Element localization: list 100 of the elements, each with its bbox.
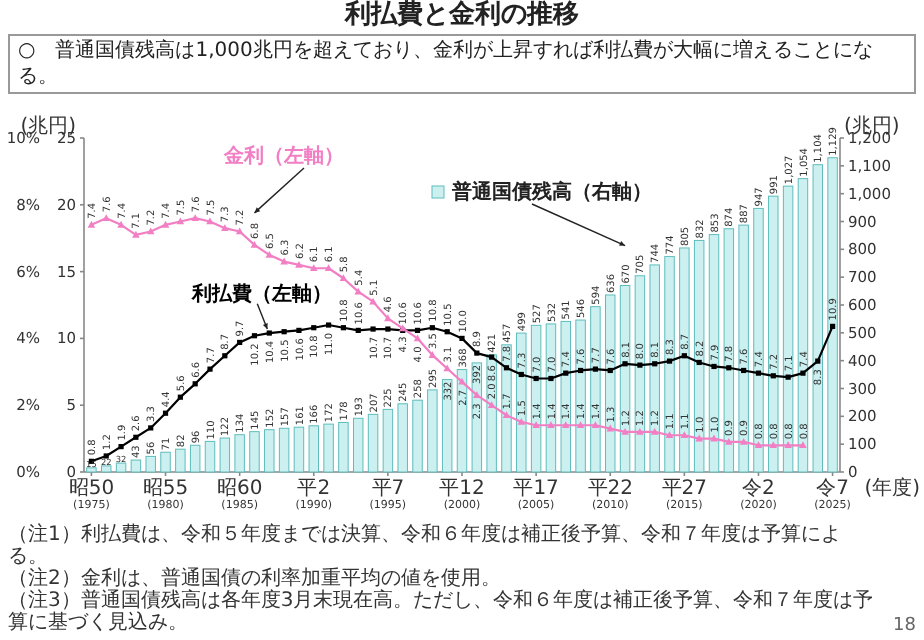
- point: [473, 391, 481, 398]
- bar: [249, 431, 260, 473]
- point: [191, 214, 199, 221]
- bar: [708, 234, 720, 473]
- bar: [100, 465, 112, 473]
- point: [592, 366, 599, 372]
- point: [755, 370, 762, 376]
- point: [311, 325, 317, 331]
- point: [547, 421, 555, 429]
- point: [384, 314, 392, 322]
- bar: [827, 157, 838, 473]
- bar: [797, 178, 809, 473]
- bar: [530, 324, 542, 473]
- point: [295, 260, 303, 268]
- point: [696, 359, 702, 366]
- point: [665, 431, 674, 439]
- bar: [204, 440, 216, 473]
- bar: [412, 399, 423, 473]
- point: [725, 437, 733, 445]
- point: [548, 375, 554, 382]
- point: [681, 353, 687, 359]
- point: [710, 434, 718, 442]
- bar: [441, 379, 453, 473]
- bar: [278, 427, 290, 473]
- point: [591, 421, 600, 429]
- bar: [352, 417, 364, 473]
- point: [769, 441, 778, 449]
- point: [443, 364, 451, 372]
- bar: [575, 319, 586, 473]
- point: [726, 365, 732, 371]
- bar: [397, 403, 408, 473]
- point: [563, 370, 569, 376]
- bar: [338, 421, 349, 473]
- point: [459, 335, 465, 341]
- point: [237, 339, 243, 346]
- bar: [382, 408, 394, 473]
- point: [118, 444, 124, 450]
- point: [296, 327, 302, 333]
- point: [800, 370, 806, 376]
- bar: [456, 369, 468, 473]
- point: [754, 441, 763, 449]
- point: [281, 329, 287, 335]
- point: [339, 274, 348, 282]
- point: [117, 220, 125, 228]
- point: [561, 421, 570, 429]
- bar: [679, 247, 690, 473]
- point: [265, 250, 274, 258]
- bar: [782, 185, 794, 473]
- point: [133, 434, 139, 440]
- legend-label: 普通国債残高（右軸）: [450, 180, 652, 204]
- point: [324, 264, 333, 272]
- point: [87, 220, 96, 228]
- point: [102, 214, 111, 221]
- point: [487, 401, 496, 408]
- bar: [634, 275, 646, 473]
- bar: [753, 207, 764, 473]
- bar: [649, 264, 660, 473]
- point: [325, 322, 332, 328]
- bar: [604, 294, 616, 473]
- point: [458, 377, 466, 385]
- text: （注1）利払費は、令和５年度までは決算、令和６年度は補正後予算、令和７年度は予算による。: [8, 524, 843, 568]
- bar: [723, 228, 735, 473]
- bar: [130, 459, 142, 473]
- point: [517, 417, 526, 425]
- point: [221, 224, 229, 231]
- point: [607, 367, 613, 374]
- bar: [768, 195, 779, 473]
- point: [385, 326, 391, 332]
- bar: [812, 164, 824, 473]
- point: [370, 326, 376, 332]
- point: [266, 330, 272, 336]
- text: 18: [893, 616, 916, 636]
- bar: [367, 413, 379, 473]
- point: [132, 230, 140, 238]
- point: [784, 441, 792, 449]
- point: [829, 323, 836, 329]
- point: [162, 410, 169, 416]
- bar: [264, 429, 275, 473]
- point: [680, 431, 689, 439]
- point: [340, 325, 347, 331]
- point: [741, 367, 747, 374]
- bar: [471, 362, 483, 473]
- chart-subtitle: ○ 普通国債残高は1,000兆円を超えており、金利が上昇すれば利払費が大幅に増えることになる。: [8, 34, 916, 94]
- bar: [219, 437, 231, 473]
- bar: [501, 344, 512, 473]
- bar: [145, 455, 156, 473]
- text: （注3）普通国債残高は各年度3月末現在高。ただし、令和６年度は補正後予算、令和７年度は予算に基づく見込み。: [8, 590, 876, 634]
- text: 金利（左軸）: [222, 144, 344, 168]
- series-label: 利払費（左軸）: [190, 281, 332, 306]
- point: [711, 363, 717, 370]
- point: [652, 361, 658, 367]
- bar: [664, 256, 675, 473]
- bar: [115, 462, 127, 473]
- point: [192, 381, 198, 387]
- bar: [323, 423, 334, 473]
- bar: [693, 239, 705, 473]
- x-axis-title: (年度): [864, 476, 921, 500]
- bar: [175, 448, 186, 473]
- point: [518, 371, 524, 378]
- bar: [160, 451, 171, 473]
